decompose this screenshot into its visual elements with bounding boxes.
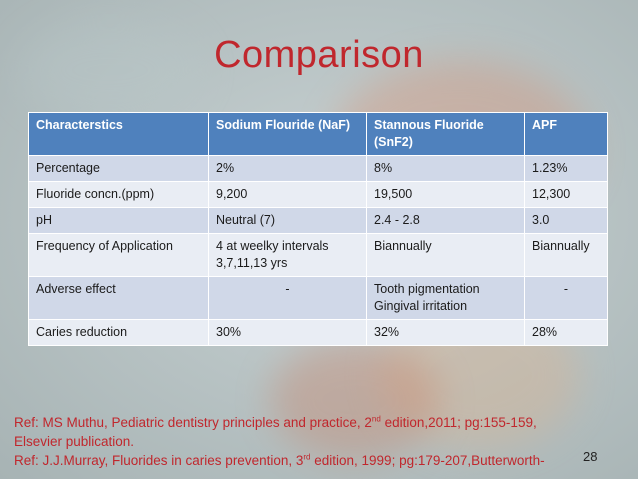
table-row: Adverse effect - Tooth pigmentation Ging…: [28, 276, 608, 320]
table-cell: Adverse effect: [28, 276, 209, 320]
table-cell: 32%: [366, 319, 525, 346]
table-cell: Biannually: [524, 233, 608, 277]
ref-superscript: nd: [371, 414, 381, 424]
table-cell: 3.0: [524, 207, 608, 234]
reference-1-cont: Elsevier publication.: [14, 434, 135, 449]
table-cell: 9,200: [208, 181, 367, 208]
table-cell: 8%: [366, 155, 525, 182]
table-cell: pH: [28, 207, 209, 234]
reference-2: Ref: J.J.Murray, Fluorides in caries pre…: [14, 451, 614, 470]
header-cell: Sodium Flouride (NaF): [208, 112, 367, 156]
table-cell: 1.23%: [524, 155, 608, 182]
table-cell: 2.4 - 2.8: [366, 207, 525, 234]
table-cell: 2%: [208, 155, 367, 182]
table-cell: 4 at weelky intervals 3,7,11,13 yrs: [208, 233, 367, 277]
table-cell: -: [524, 276, 608, 320]
page-number: 28: [583, 449, 598, 464]
reference-1: Ref: MS Muthu, Pediatric dentistry princ…: [14, 413, 614, 432]
ref-text: edition,2011; pg:155-159,: [380, 415, 537, 430]
table-cell: 28%: [524, 319, 608, 346]
table-cell: 30%: [208, 319, 367, 346]
table-cell: -: [208, 276, 367, 320]
table-cell: Frequency of Application: [28, 233, 209, 277]
table-cell: Fluoride concn.(ppm): [28, 181, 209, 208]
references: Ref: MS Muthu, Pediatric dentistry princ…: [14, 413, 614, 470]
header-cell: Characterstics: [28, 112, 209, 156]
slide-title: Comparison: [214, 34, 424, 76]
table-row: Percentage 2% 8% 1.23%: [28, 155, 608, 182]
ref-text: edition, 1999; pg:179-207,Butterworth-: [310, 453, 545, 468]
comparison-table: Characterstics Sodium Flouride (NaF) Sta…: [28, 112, 608, 346]
ref-text: Ref: J.J.Murray, Fluorides in caries pre…: [14, 453, 304, 468]
table-cell: Neutral (7): [208, 207, 367, 234]
table-cell: Biannually: [366, 233, 525, 277]
ref-text: Ref: MS Muthu, Pediatric dentistry princ…: [14, 415, 372, 430]
header-cell: Stannous Fluoride (SnF2): [366, 112, 525, 156]
header-cell: APF: [524, 112, 608, 156]
table-row: pH Neutral (7) 2.4 - 2.8 3.0: [28, 207, 608, 234]
table-row: Frequency of Application 4 at weelky int…: [28, 233, 608, 277]
ref-superscript: rd: [303, 452, 311, 462]
table-row: Caries reduction 30% 32% 28%: [28, 319, 608, 346]
table-cell: Percentage: [28, 155, 209, 182]
table-cell: Caries reduction: [28, 319, 209, 346]
table-cell: 12,300: [524, 181, 608, 208]
table-cell: 19,500: [366, 181, 525, 208]
table-header-row: Characterstics Sodium Flouride (NaF) Sta…: [28, 112, 608, 156]
table-cell: Tooth pigmentation Gingival irritation: [366, 276, 525, 320]
table-row: Fluoride concn.(ppm) 9,200 19,500 12,300: [28, 181, 608, 208]
